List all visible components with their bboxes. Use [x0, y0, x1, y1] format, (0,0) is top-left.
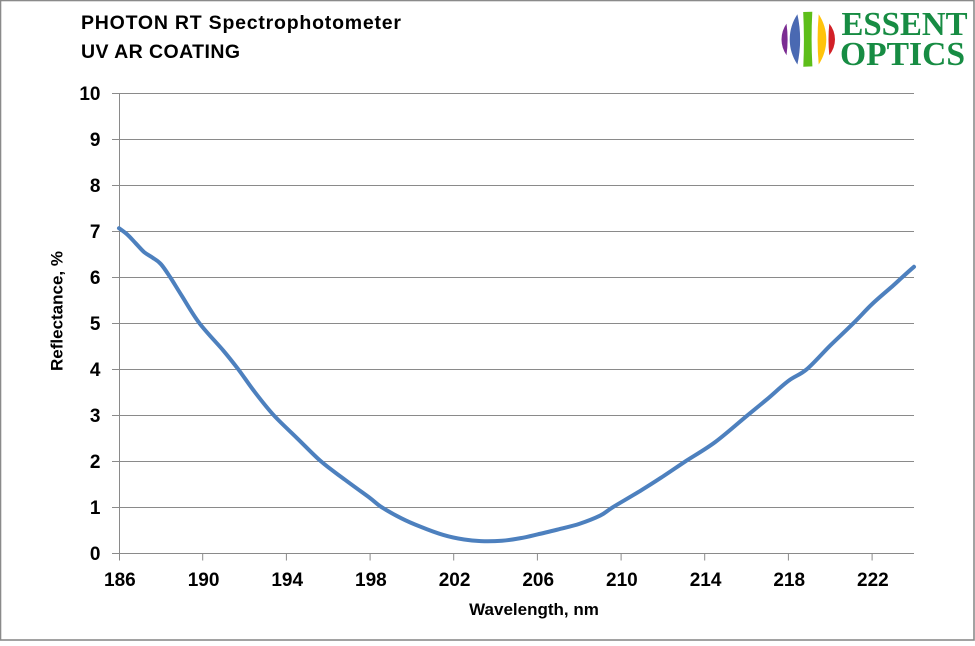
svg-text:Reflectance, %: Reflectance, % — [48, 251, 67, 371]
svg-text:ESSENT: ESSENT — [842, 6, 968, 43]
svg-text:3: 3 — [90, 406, 101, 427]
svg-text:218: 218 — [773, 570, 805, 591]
svg-text:1: 1 — [90, 498, 101, 519]
svg-text:222: 222 — [857, 570, 889, 591]
svg-text:194: 194 — [271, 570, 303, 591]
svg-text:4: 4 — [90, 360, 101, 381]
svg-text:210: 210 — [606, 570, 638, 591]
svg-text:9: 9 — [90, 130, 101, 151]
svg-text:UV AR COATING: UV AR COATING — [81, 41, 240, 63]
svg-text:5: 5 — [90, 314, 101, 335]
svg-text:PHOTON RT Spectrophotometer: PHOTON RT Spectrophotometer — [81, 12, 401, 34]
svg-text:2: 2 — [90, 452, 101, 473]
svg-text:202: 202 — [439, 570, 471, 591]
svg-text:7: 7 — [90, 222, 101, 243]
svg-text:206: 206 — [522, 570, 554, 591]
svg-text:214: 214 — [690, 570, 722, 591]
svg-text:0: 0 — [90, 544, 101, 565]
svg-text:8: 8 — [90, 176, 101, 197]
svg-text:6: 6 — [90, 268, 101, 289]
svg-text:10: 10 — [79, 84, 100, 105]
svg-text:Wavelength, nm: Wavelength, nm — [469, 600, 599, 619]
svg-text:186: 186 — [104, 570, 136, 591]
svg-text:198: 198 — [355, 570, 387, 591]
svg-text:OPTICS: OPTICS — [840, 36, 965, 73]
svg-text:190: 190 — [188, 570, 220, 591]
